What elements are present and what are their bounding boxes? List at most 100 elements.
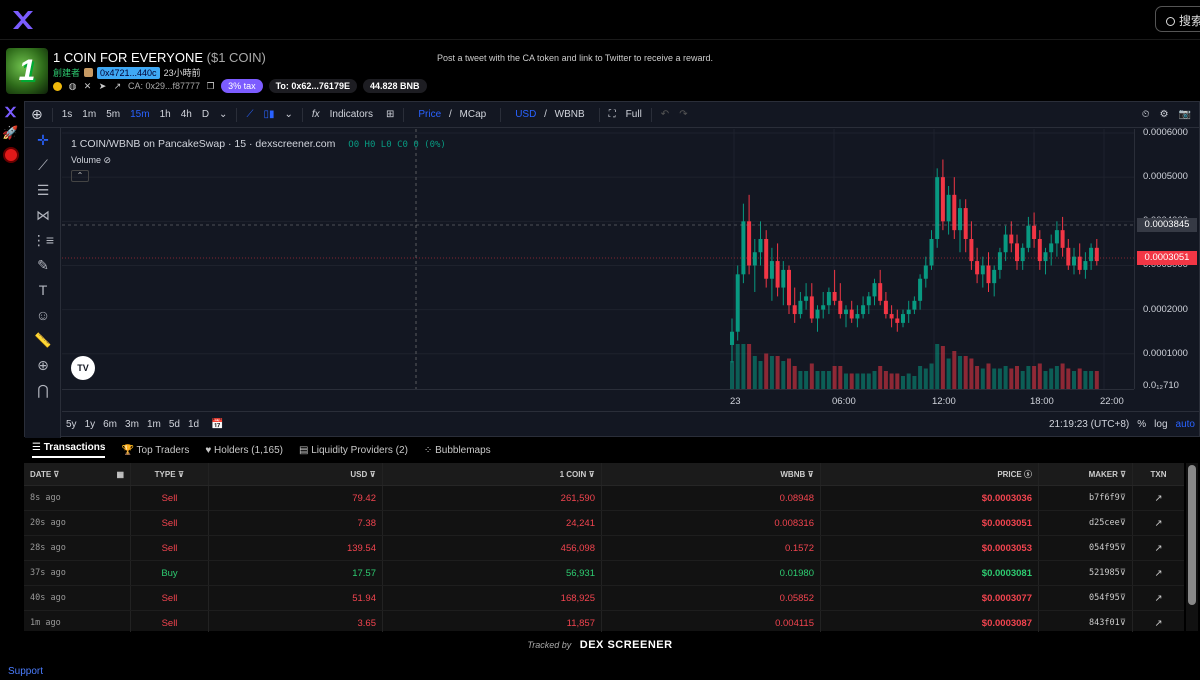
table-row[interactable]: 40s ago Sell 51.94 168,925 0.05852 $0.0003077… [24,586,1184,611]
support-link[interactable]: Support [8,666,44,677]
maker-address[interactable]: 054f95 [1089,593,1120,603]
usd-header[interactable]: USD ⊽ [209,463,383,485]
maker-cell[interactable]: 054f95 ⊽ [1039,586,1133,610]
mcap-option[interactable]: MCap [459,109,487,120]
creator-address[interactable]: 0x4721...440c [97,66,160,79]
date-header[interactable]: DATE ⊽ ▦ [24,463,131,485]
collapse-legend-button[interactable]: ⌃ [71,170,89,182]
auto-toggle[interactable]: auto [1175,419,1195,430]
tab-liquidity-providers[interactable]: ▤ Liquidity Providers (2) [298,444,408,456]
external-link-icon[interactable]: ↗ [1154,542,1163,554]
candlestick-chart[interactable] [62,129,1134,389]
fullscreen-icon[interactable]: ⛶ [608,109,616,120]
filter-icon[interactable]: ⊽ [1119,593,1126,603]
maker-cell[interactable]: 521985 ⊽ [1039,561,1133,585]
x-twitter-icon[interactable]: ✕ [83,80,92,91]
fib-icon[interactable]: ☰ [36,182,50,198]
redo-icon[interactable]: ↷ [679,109,688,120]
zoom-in-icon[interactable]: ⊕ [37,357,49,373]
interval-15m[interactable]: 15m [130,109,150,120]
filter-icon[interactable]: ⊽ [53,469,60,479]
interval-d[interactable]: D [201,109,210,120]
price-mcap-toggle[interactable]: Price / MCap [418,109,487,120]
filter-icon[interactable]: ⊽ [1119,518,1126,528]
goto-date-icon[interactable]: 📅 [211,419,224,430]
fullscreen-button[interactable]: Full [625,109,642,120]
pattern-icon[interactable]: ⋈ [36,207,50,223]
type-header[interactable]: TYPE ⊽ [131,463,209,485]
dollar-icon[interactable]: ⓢ [1024,469,1032,479]
filter-icon[interactable]: ⊽ [1119,568,1126,578]
maker-address[interactable]: b7f6f9 [1089,493,1120,503]
tradingview-logo-icon[interactable]: TV [71,356,95,380]
interval-1h[interactable]: 1h [159,109,171,120]
mini-logo-icon[interactable] [3,105,18,119]
table-row[interactable]: 20s ago Sell 7.38 24,241 0.008316 $0.0003051 d… [24,511,1184,536]
filter-icon[interactable]: ⊽ [1119,618,1126,628]
currency-toggle[interactable]: USD / WBNB [515,109,585,120]
line-chart-type-icon[interactable]: ⟋ [246,109,254,120]
filter-icon[interactable]: ⊽ [807,469,815,479]
wbnb-option[interactable]: WBNB [554,109,585,120]
table-row[interactable]: 8s ago Sell 79.42 261,590 0.08948 $0.0003036 b… [24,486,1184,511]
globe-icon[interactable]: ◍ [68,80,77,91]
maker-cell[interactable]: 843f01 ⊽ [1039,611,1133,635]
log-toggle[interactable]: log [1154,419,1168,430]
range-3m[interactable]: 3m [125,419,139,430]
filter-icon[interactable]: ⊽ [369,469,377,479]
telegram-icon[interactable]: ➤ [98,80,107,91]
interval-5m[interactable]: 5m [106,109,121,120]
tab-bubblemaps[interactable]: ⁘ Bubblemaps [423,444,491,456]
search-button[interactable]: 搜索 [1155,6,1200,32]
external-link-icon[interactable]: ↗ [1154,567,1163,579]
hide-eye-icon[interactable]: ⊘ [103,155,112,165]
tab-transactions[interactable]: ☰ Transactions [32,442,106,458]
table-row[interactable]: 28s ago Sell 139.54 456,098 0.1572 $0.0003053… [24,536,1184,561]
range-6m[interactable]: 6m [103,419,118,430]
price-header[interactable]: PRICE ⓢ [821,463,1039,485]
brush-icon[interactable]: ✎ [37,257,49,273]
ruler-icon[interactable]: 📏 [34,332,52,348]
range-1d[interactable]: 1d [187,419,200,430]
emoji-icon[interactable]: ☺ [35,307,51,323]
table-scrollbar[interactable] [1186,463,1198,631]
range-5y[interactable]: 5y [66,419,77,430]
to-address-badge[interactable]: To: 0x62...76179E [268,79,357,93]
percent-toggle[interactable]: % [1137,419,1147,430]
maker-cell[interactable]: 054f95 ⊽ [1039,536,1133,560]
screenshot-icon[interactable]: 📷 [1178,109,1191,120]
tab-top-traders[interactable]: 🏆 Top Traders [121,444,190,456]
dexscreener-brand[interactable]: DEX SCREENER [579,639,673,651]
range-1y[interactable]: 1y [84,419,96,430]
coin-header[interactable]: 1 COIN ⊽ [383,463,602,485]
filter-icon[interactable]: ⊽ [1119,543,1126,553]
app-logo-icon[interactable] [10,8,36,32]
external-link-icon[interactable]: ↗ [1154,517,1163,529]
crosshair-icon[interactable]: ✛ [37,132,49,148]
wbnb-header[interactable]: WBNB ⊽ [602,463,821,485]
range-1m[interactable]: 1m [146,419,161,430]
scrollbar-thumb[interactable] [1188,465,1196,605]
maker-header[interactable]: MAKER ⊽ [1039,463,1133,485]
indicators-button[interactable]: Indicators [329,109,373,120]
undo-icon[interactable]: ↶ [660,109,670,120]
alert-icon[interactable]: ⏲ [1141,109,1150,120]
layouts-icon[interactable]: ⊞ [385,109,395,120]
table-row[interactable]: 37s ago Buy 17.57 56,931 0.01980 $0.0003081 52… [24,561,1184,586]
maker-address[interactable]: 843f01 [1089,618,1120,628]
interval-1m[interactable]: 1m [82,109,97,120]
filter-icon[interactable]: ⊽ [1120,469,1126,479]
maker-cell[interactable]: d25cee ⊽ [1039,511,1133,535]
price-option[interactable]: Price [418,109,442,120]
external-link-icon[interactable]: ↗ [1154,492,1163,504]
candle-chart-type-icon[interactable]: ▯▮ [263,109,275,120]
text-tool-icon[interactable]: T [38,282,48,298]
external-link-icon[interactable]: ↗ [1154,592,1163,604]
maker-address[interactable]: 054f95 [1089,543,1120,553]
interval-1s[interactable]: 1s [61,109,73,120]
magnet-icon[interactable]: ⋂ [37,382,49,398]
indicators-icon[interactable]: fx [311,109,320,120]
prediction-icon[interactable]: ⋮≡ [31,232,55,248]
maker-cell[interactable]: b7f6f9 ⊽ [1039,486,1133,510]
external-link-icon[interactable]: ↗ [1154,617,1163,629]
